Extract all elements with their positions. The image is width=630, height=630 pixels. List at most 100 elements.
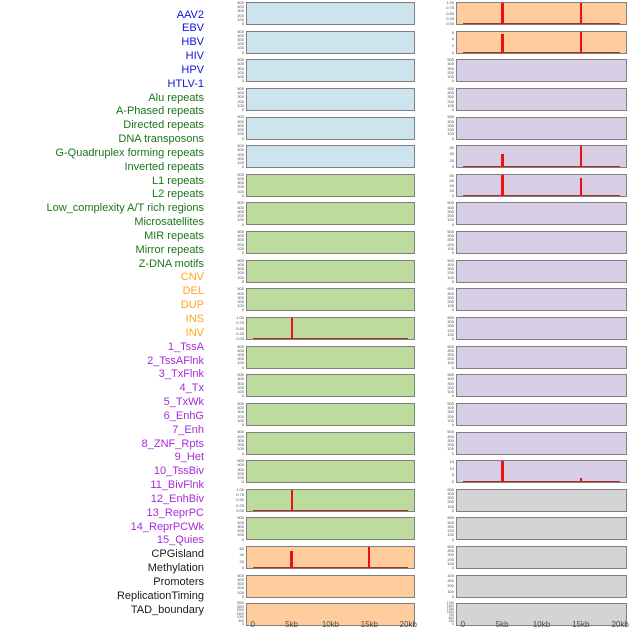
y-tick-label: 0 — [451, 192, 454, 198]
feature-plot-panel — [246, 546, 415, 570]
y-tick-label: 250 — [448, 619, 454, 624]
y-tick-label: 200 — [237, 12, 244, 18]
feature-plot-panel — [456, 317, 627, 340]
y-tick-label: 1000 — [446, 610, 454, 615]
y-tick-label: 1.00 — [236, 486, 244, 492]
y-tick-label: 2 — [451, 43, 454, 49]
y-tick-label: 15 — [449, 458, 454, 464]
y-tick-label: 200 — [447, 356, 454, 362]
y-tick-label: 100 — [237, 475, 244, 481]
y-tick-label: 500 — [237, 515, 244, 521]
spike-bar — [290, 550, 294, 569]
y-tick-label: 0 — [241, 536, 244, 542]
y-tick-label: 0 — [241, 364, 244, 370]
y-tick-label: 400 — [447, 90, 454, 96]
y-tick-label: 500 — [447, 286, 454, 292]
y-tick-label: 400 — [447, 61, 454, 67]
y-tick-label: 200 — [237, 184, 244, 190]
y-tick-label: 200 — [447, 583, 454, 589]
y-tick-label: 100 — [447, 389, 454, 395]
y-tick-label: 100 — [237, 160, 244, 166]
feature-plot-panel — [246, 345, 415, 369]
y-tick-label: 300 — [237, 266, 244, 272]
y-tick-label: 400 — [237, 462, 244, 468]
feature-label: HBV — [181, 36, 204, 49]
y-tick-label: 400 — [237, 90, 244, 96]
y-tick-label: 300 — [237, 466, 244, 472]
x-tick-label: 10kb — [532, 620, 551, 629]
y-tick-label: 500 — [447, 200, 454, 206]
y-tick-label: 500 — [447, 229, 454, 234]
y-tick-label: 200 — [447, 270, 454, 276]
feature-plot-panel — [456, 345, 627, 369]
y-tick-label: 100 — [237, 16, 244, 22]
y-tick-label: 100 — [447, 560, 454, 566]
spike-bar — [500, 174, 504, 196]
y-tick-label: 300 — [237, 208, 244, 214]
y-tick-label: 200 — [237, 155, 244, 161]
y-tick-label: 1.00 — [236, 314, 244, 320]
y-tick-label: 500 — [448, 616, 454, 621]
y-tick-label: 2000 — [236, 608, 244, 613]
y-tick-label: 0 — [451, 221, 454, 227]
y-tick-label: 400 — [237, 433, 244, 439]
y-tick-label: 300 — [447, 409, 454, 415]
y-tick-label: 500 — [237, 85, 244, 91]
feature-label: 6_EnhG — [163, 409, 204, 422]
y-tick-label: 200 — [447, 442, 454, 448]
y-tick-label: 100 — [447, 74, 454, 80]
series-baseline — [462, 481, 621, 483]
y-tick-label: 300 — [447, 266, 454, 272]
spike-bar — [579, 178, 582, 196]
y-tick-label: 100 — [237, 102, 244, 108]
y-tick-label: 400 — [237, 118, 244, 124]
y-tick-label: 400 — [447, 118, 454, 124]
feature-label: 3_TxFlnk — [158, 368, 204, 381]
y-tick-label: 100 — [237, 446, 244, 452]
y-tick-label: 400 — [447, 204, 454, 210]
feature-label: 13_ReprPC — [146, 506, 204, 519]
feature-plot-panel — [246, 30, 415, 54]
y-tick-label: 3000 — [236, 601, 244, 606]
feature-plot-panel — [246, 231, 415, 255]
feature-plot-panel — [246, 145, 415, 169]
y-tick-label: 0 — [241, 393, 244, 399]
y-tick-label: 300 — [237, 523, 244, 529]
feature-label: DEL — [182, 285, 204, 298]
feature-plot-panel — [246, 402, 415, 426]
y-tick-label: 100 — [447, 503, 454, 509]
y-tick-label: 100 — [447, 102, 454, 108]
y-tick-label: 200 — [447, 499, 454, 505]
feature-label: 2_TssAFlnk — [147, 354, 204, 367]
y-tick-label: 400 — [447, 319, 454, 325]
y-tick-label: 300 — [447, 237, 454, 243]
feature-label: HTLV-1 — [167, 77, 204, 90]
feature-label: 12_EnhBiv — [150, 492, 204, 505]
y-tick-label: 300 — [447, 495, 454, 501]
x-tick-label: 15kb — [360, 620, 379, 629]
y-tick-label: 0 — [241, 450, 244, 456]
y-tick-label: 500 — [237, 458, 244, 464]
feature-plot-panel — [456, 374, 627, 398]
spike-bar — [500, 461, 504, 483]
y-tick-label: 400 — [237, 147, 244, 153]
y-tick-label: 200 — [237, 127, 244, 133]
y-tick-label: 0 — [241, 250, 244, 256]
y-tick-label: 400 — [447, 572, 454, 578]
feature-plot-panel — [456, 402, 627, 426]
y-tick-label: 400 — [447, 490, 454, 496]
feature-plot-panel — [246, 173, 415, 197]
y-tick-label: 0 — [241, 49, 244, 55]
y-tick-label: 200 — [447, 528, 454, 534]
y-tick-label: 0.75 — [236, 320, 244, 326]
y-tick-label: 0 — [451, 49, 454, 55]
y-tick-label: 300 — [237, 294, 244, 300]
y-tick-label: 1000 — [236, 615, 244, 620]
y-tick-label: 0 — [241, 21, 244, 27]
y-tick-label: 500 — [237, 143, 244, 149]
y-tick-label: 400 — [447, 376, 454, 382]
spike-bar — [579, 3, 582, 25]
y-tick-label: 300 — [237, 37, 244, 43]
y-tick-label: 400 — [447, 405, 454, 411]
